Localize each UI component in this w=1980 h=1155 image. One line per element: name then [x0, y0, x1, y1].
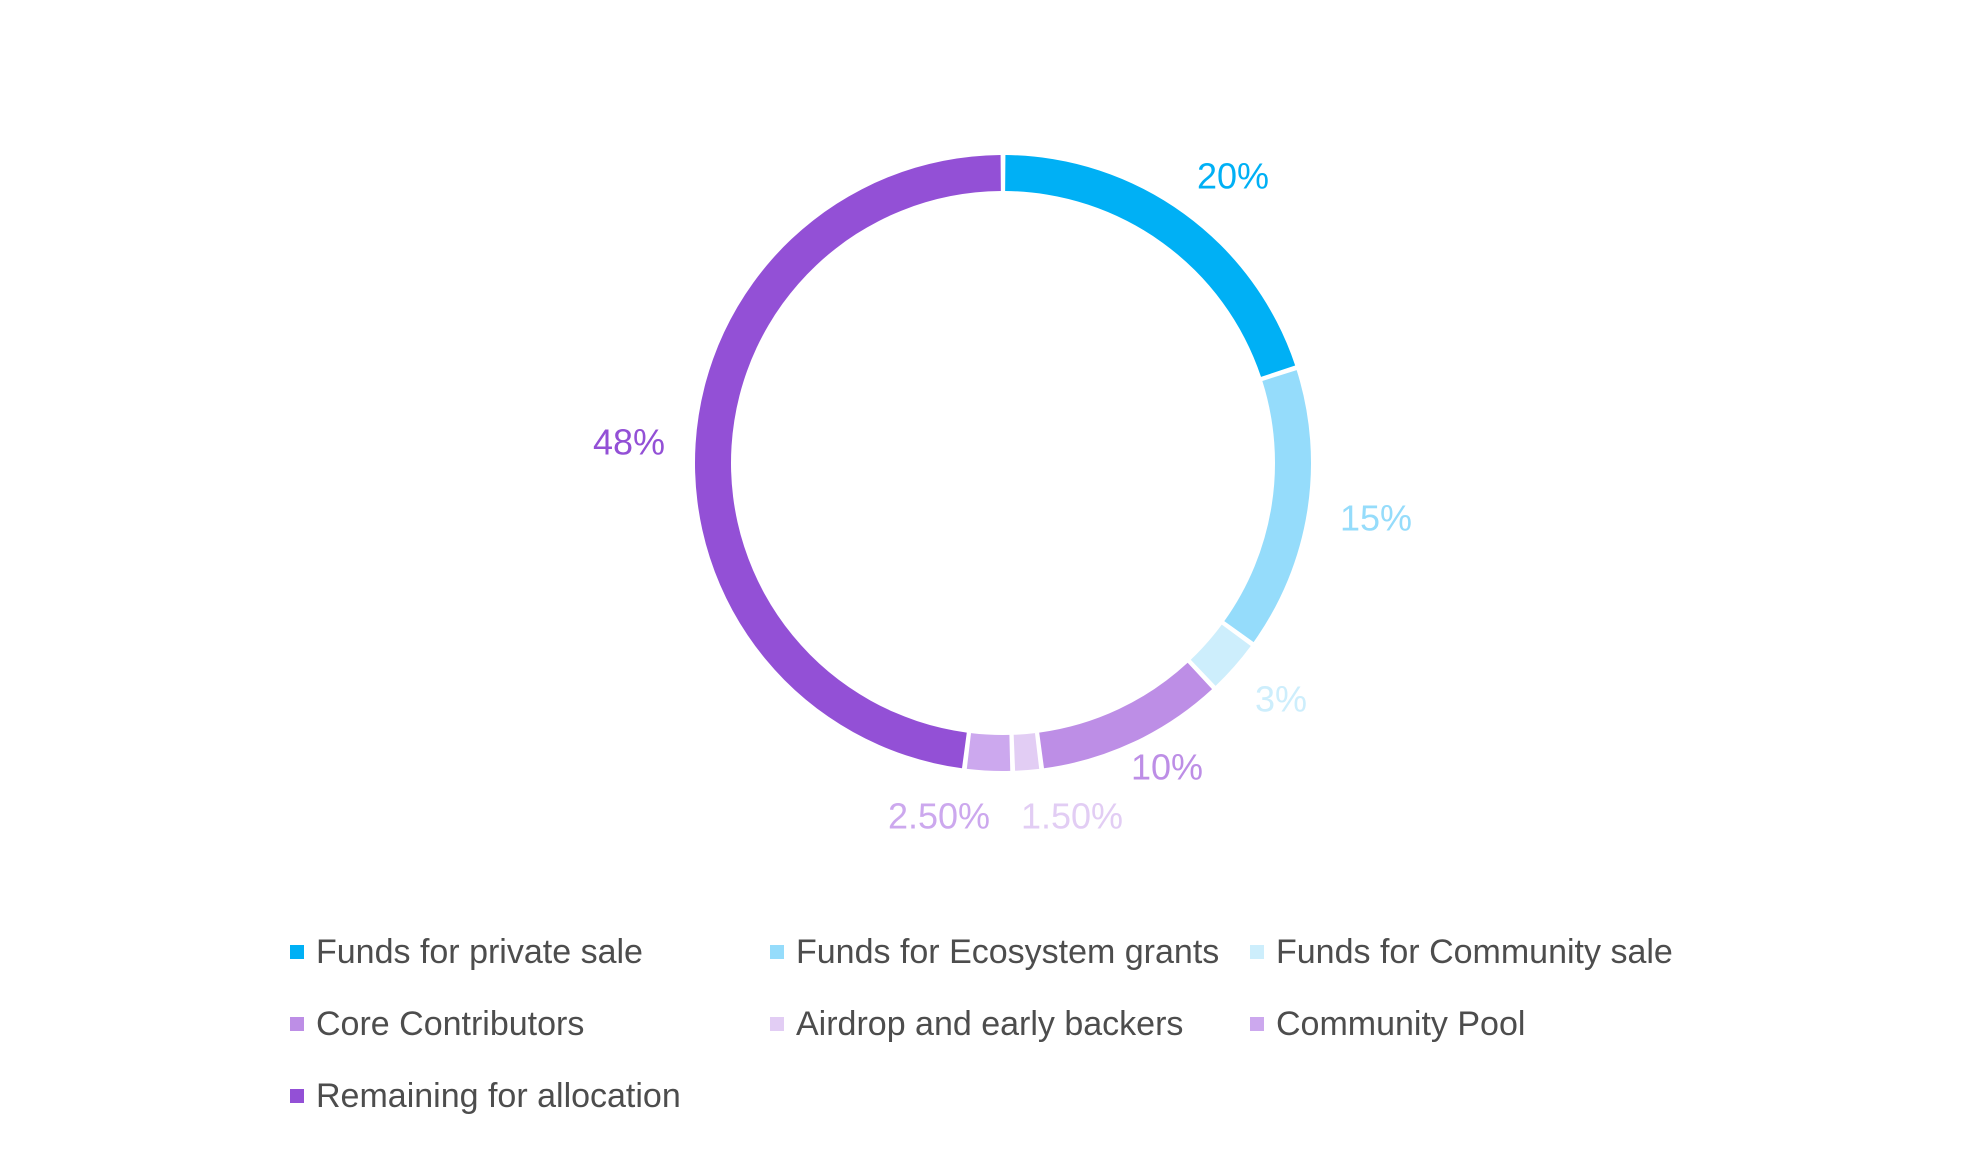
legend-swatch [290, 1089, 304, 1103]
legend-item: Funds for Ecosystem grants [770, 930, 1219, 974]
data-label-core-contributors: 10% [1131, 747, 1203, 788]
slice-core-contributors [1039, 662, 1213, 769]
legend-swatch [290, 945, 304, 959]
legend-item: Core Contributors [290, 1002, 584, 1046]
data-label-community-pool: 2.50% [888, 796, 990, 837]
legend-item: Community Pool [1250, 1002, 1525, 1046]
legend-item: Funds for private sale [290, 930, 643, 974]
legend-label: Funds for private sale [316, 932, 643, 971]
legend-label: Funds for Ecosystem grants [796, 932, 1220, 971]
legend-label: Community Pool [1276, 1004, 1526, 1043]
data-label-airdrop-and-early-backers: 1.50% [1021, 796, 1123, 837]
legend-item: Funds for Community sale [1250, 930, 1673, 974]
data-label-remaining-for-allocation: 48% [593, 422, 665, 463]
slice-funds-for-private-sale [1005, 155, 1296, 377]
data-label-funds-for-community-sale: 3% [1255, 679, 1307, 720]
legend-label: Airdrop and early backers [796, 1004, 1184, 1043]
legend-label: Funds for Community sale [1276, 932, 1673, 971]
legend-swatch [770, 1017, 784, 1031]
legend-swatch [290, 1017, 304, 1031]
legend-swatch [1250, 945, 1264, 959]
slice-airdrop-and-early-backers [1013, 733, 1040, 771]
data-label-funds-for-private-sale: 20% [1197, 156, 1269, 197]
legend-item: Airdrop and early backers [770, 1002, 1183, 1046]
legend-swatch [770, 945, 784, 959]
slice-remaining-for-allocation [694, 155, 1001, 769]
slice-funds-for-community-sale [1190, 624, 1251, 686]
slice-funds-for-ecosystem-grants [1224, 370, 1312, 643]
legend-swatch [1250, 1017, 1264, 1031]
data-label-funds-for-ecosystem-grants: 15% [1340, 498, 1412, 539]
legend-label: Remaining for allocation [316, 1076, 681, 1115]
legend-label: Core Contributors [316, 1004, 585, 1043]
legend-item: Remaining for allocation [290, 1074, 681, 1118]
slice-community-pool [966, 733, 1011, 771]
